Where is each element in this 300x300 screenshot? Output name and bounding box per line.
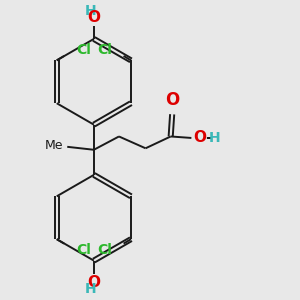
- Text: O: O: [87, 10, 100, 25]
- Text: -: -: [205, 130, 211, 145]
- Text: Cl: Cl: [97, 242, 112, 256]
- Text: O: O: [165, 91, 179, 109]
- Text: Cl: Cl: [76, 43, 91, 57]
- Text: O: O: [193, 130, 206, 146]
- Text: O: O: [87, 275, 100, 290]
- Text: Cl: Cl: [76, 242, 91, 256]
- Text: Cl: Cl: [97, 43, 112, 57]
- Text: H: H: [85, 282, 97, 296]
- Text: Me: Me: [45, 140, 64, 152]
- Text: H: H: [209, 131, 221, 145]
- Text: H: H: [85, 4, 97, 18]
